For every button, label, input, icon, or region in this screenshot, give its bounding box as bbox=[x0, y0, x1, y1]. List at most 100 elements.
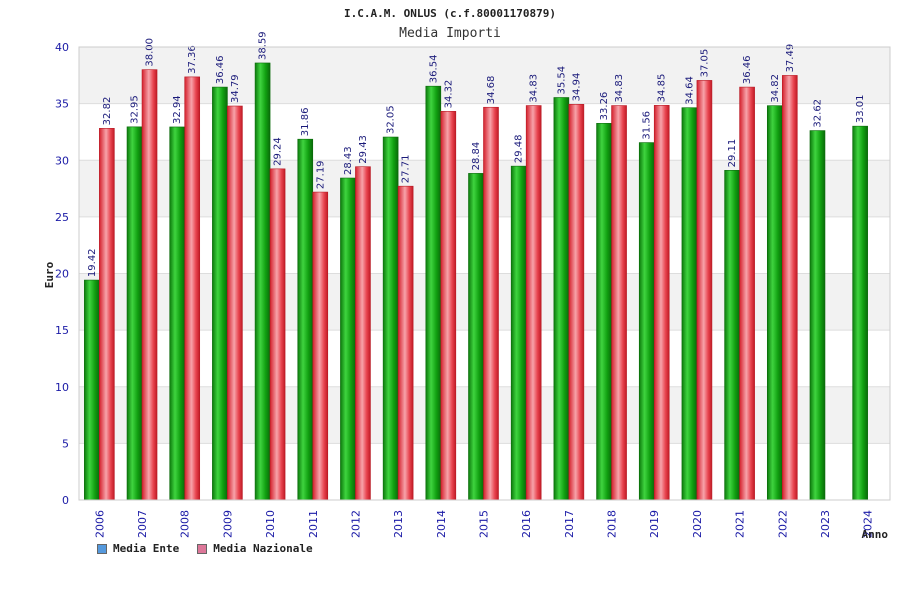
x-tick-label-2010: 2010 bbox=[264, 510, 277, 538]
plot-border bbox=[78, 46, 891, 501]
bar-nazionale-2007 bbox=[141, 69, 158, 501]
value-label-ente-2012: 28.43 bbox=[343, 146, 354, 175]
value-label-ente-2011: 31.86 bbox=[300, 108, 311, 137]
legend-item-ente: Media Ente bbox=[97, 542, 179, 555]
bar-ente-2009 bbox=[212, 86, 228, 501]
value-label-ente-2018: 33.26 bbox=[599, 92, 610, 121]
value-label-nazionale-2013: 27.71 bbox=[401, 155, 412, 184]
value-label-nazionale-2017: 34.94 bbox=[571, 73, 582, 102]
x-tick-label-2022: 2022 bbox=[776, 510, 789, 538]
value-label-ente-2022: 34.82 bbox=[770, 74, 781, 103]
y-tick-label: 0 bbox=[62, 494, 69, 507]
x-tick-label-2006: 2006 bbox=[93, 510, 106, 538]
x-tick-label-2023: 2023 bbox=[819, 510, 832, 538]
bar-nazionale-2006 bbox=[99, 128, 115, 501]
x-tick-label-2017: 2017 bbox=[563, 510, 576, 538]
value-label-ente-2014: 36.54 bbox=[428, 55, 439, 84]
bar-nazionale-2019 bbox=[653, 105, 670, 501]
value-label-nazionale-2016: 34.83 bbox=[529, 74, 540, 103]
x-tick-label-2013: 2013 bbox=[392, 510, 405, 538]
value-label-ente-2008: 32.94 bbox=[172, 95, 183, 124]
value-label-ente-2013: 32.05 bbox=[386, 105, 397, 134]
bar-ente-2021 bbox=[724, 170, 740, 501]
y-tick-label: 5 bbox=[62, 437, 69, 450]
bar-ente-2015 bbox=[468, 173, 484, 501]
bar-ente-2012 bbox=[340, 177, 356, 501]
value-label-nazionale-2006: 32.82 bbox=[102, 97, 113, 126]
value-label-ente-2017: 35.54 bbox=[556, 66, 567, 95]
value-label-nazionale-2008: 37.36 bbox=[187, 45, 198, 74]
value-label-nazionale-2009: 34.79 bbox=[230, 74, 241, 103]
value-label-ente-2023: 32.62 bbox=[812, 99, 823, 128]
x-axis-label: Anno bbox=[862, 528, 889, 541]
legend-swatch-nazionale bbox=[197, 543, 208, 554]
value-label-ente-2016: 29.48 bbox=[514, 134, 525, 163]
y-tick-label: 35 bbox=[55, 98, 69, 111]
bar-ente-2011 bbox=[297, 138, 314, 501]
value-label-ente-2024: 33.01 bbox=[855, 95, 866, 124]
value-label-nazionale-2011: 27.19 bbox=[315, 160, 326, 189]
value-label-nazionale-2012: 29.43 bbox=[358, 135, 369, 164]
bar-nazionale-2016 bbox=[525, 105, 542, 501]
x-tick-label-2019: 2019 bbox=[648, 510, 661, 538]
bar-nazionale-2022 bbox=[781, 75, 798, 501]
bar-ente-2010 bbox=[254, 62, 271, 501]
legend-label-nazionale: Media Nazionale bbox=[213, 542, 313, 555]
bar-nazionale-2021 bbox=[739, 86, 755, 501]
bar-nazionale-2008 bbox=[184, 76, 201, 501]
bar-ente-2019 bbox=[638, 142, 655, 501]
y-tick-label: 25 bbox=[55, 211, 69, 224]
value-label-ente-2010: 38.59 bbox=[258, 31, 269, 60]
chart-subtitle: Media Importi bbox=[399, 26, 501, 41]
bar-nazionale-2020 bbox=[696, 80, 713, 501]
bar-nazionale-2012 bbox=[355, 166, 371, 501]
x-tick-label-2021: 2021 bbox=[734, 510, 747, 538]
bar-ente-2014 bbox=[425, 85, 442, 501]
value-label-nazionale-2007: 38.00 bbox=[145, 38, 156, 67]
value-label-ente-2009: 36.46 bbox=[215, 55, 226, 84]
x-tick-label-2016: 2016 bbox=[520, 510, 533, 538]
bar-ente-2013 bbox=[382, 136, 399, 501]
bar-ente-2020 bbox=[681, 107, 698, 501]
y-tick-label: 40 bbox=[55, 41, 69, 54]
axes-group: 0 5 10 15 20 25 30 35 40 2006 2007 2008 2009 2010 2011… bbox=[55, 41, 891, 538]
value-label-nazionale-2022: 37.49 bbox=[785, 44, 796, 73]
bar-nazionale-2010 bbox=[269, 168, 286, 501]
value-label-nazionale-2020: 37.05 bbox=[699, 49, 710, 78]
x-tick-label-2007: 2007 bbox=[136, 510, 149, 538]
y-tick-label: 20 bbox=[55, 268, 69, 281]
y-tick-label: 10 bbox=[55, 381, 69, 394]
x-tick-label-2024: 2024 bbox=[862, 510, 875, 538]
value-label-nazionale-2018: 34.83 bbox=[614, 74, 625, 103]
value-label-nazionale-2010: 29.24 bbox=[273, 137, 284, 166]
x-tick-label-2014: 2014 bbox=[435, 510, 448, 538]
bar-nazionale-2013 bbox=[397, 185, 414, 501]
legend-item-nazionale: Media Nazionale bbox=[197, 542, 313, 555]
legend: Media Ente Media Nazionale bbox=[97, 542, 313, 555]
x-tick-label-2020: 2020 bbox=[691, 510, 704, 538]
legend-swatch-ente bbox=[97, 543, 107, 554]
bar-ente-2023 bbox=[809, 130, 826, 501]
bar-ente-2006 bbox=[84, 279, 100, 501]
x-tick-label-2015: 2015 bbox=[478, 510, 491, 538]
value-labels-group: 19.42 32.82 32.95 38.00 32.94 37.36 36.46 34.79… bbox=[87, 31, 866, 277]
x-tick-label-2009: 2009 bbox=[221, 510, 234, 538]
value-label-nazionale-2019: 34.85 bbox=[657, 74, 668, 103]
legend-label-ente: Media Ente bbox=[113, 542, 180, 555]
bar-ente-2022 bbox=[766, 105, 783, 501]
value-label-nazionale-2014: 34.32 bbox=[443, 80, 454, 109]
value-label-nazionale-2021: 36.46 bbox=[742, 55, 753, 84]
value-label-ente-2021: 29.11 bbox=[727, 139, 738, 168]
y-axis-label: Euro bbox=[43, 261, 56, 288]
bar-ente-2007 bbox=[126, 126, 143, 501]
bar-nazionale-2015 bbox=[483, 106, 499, 501]
x-tick-label-2008: 2008 bbox=[179, 510, 192, 538]
x-tick-label-2011: 2011 bbox=[307, 510, 320, 538]
bar-ente-2024 bbox=[852, 125, 868, 501]
bar-nazionale-2018 bbox=[611, 105, 627, 501]
bar-ente-2017 bbox=[553, 97, 570, 501]
value-label-ente-2006: 19.42 bbox=[87, 248, 98, 277]
value-label-nazionale-2015: 34.68 bbox=[486, 76, 497, 105]
grid-band bbox=[79, 47, 890, 104]
